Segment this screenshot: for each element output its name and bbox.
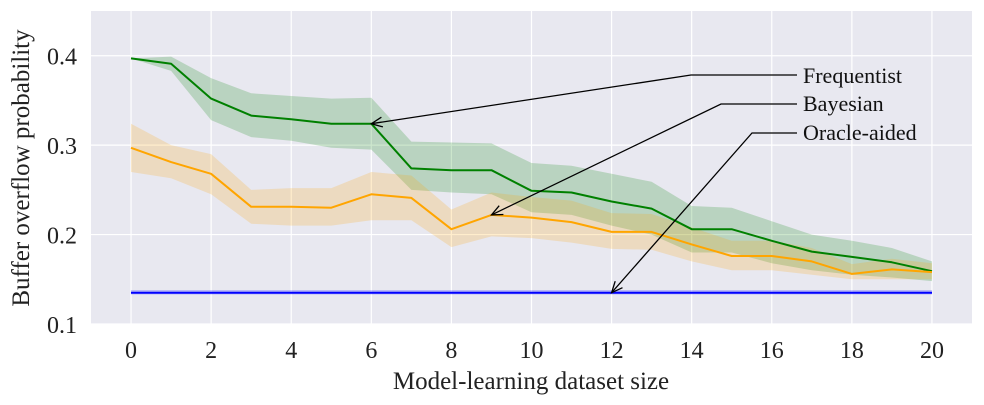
x-tick-label: 12 bbox=[600, 338, 624, 364]
annotation-frequentist-label: Frequentist bbox=[803, 63, 902, 88]
x-tick-label: 0 bbox=[125, 338, 137, 364]
y-tick-label: 0.2 bbox=[47, 224, 77, 250]
y-tick-label: 0.4 bbox=[47, 45, 77, 71]
x-tick-labels: 0 2 4 6 8 10 12 14 16 18 20 bbox=[125, 338, 944, 364]
x-tick-label: 20 bbox=[920, 338, 944, 364]
x-tick-label: 8 bbox=[445, 338, 457, 364]
annotations: Frequentist Bayesian Oracle-aided bbox=[369, 63, 917, 294]
y-tick-label: 0.3 bbox=[47, 134, 77, 160]
x-tick-label: 2 bbox=[205, 338, 217, 364]
y-tick-labels: 0.1 0.2 0.3 0.4 bbox=[47, 45, 77, 339]
bayesian-line bbox=[130, 146, 933, 275]
x-tick-label: 10 bbox=[520, 338, 544, 364]
x-tick-label: 18 bbox=[840, 338, 864, 364]
x-tick-label: 14 bbox=[680, 338, 704, 364]
annotation-bayesian-arrowhead bbox=[490, 205, 504, 216]
x-tick-label: 6 bbox=[365, 338, 377, 364]
annotation-frequentist-arrowhead bbox=[369, 116, 384, 128]
annotation-frequentist-arrow bbox=[371, 74, 797, 125]
frequentist-band bbox=[131, 56, 932, 282]
x-axis-label: Model-learning dataset size bbox=[393, 368, 669, 395]
y-axis-label: Buffer overflow probability bbox=[8, 29, 35, 307]
annotation-bayesian-arrow bbox=[491, 103, 797, 216]
annotation-oracle-aided-label: Oracle-aided bbox=[803, 120, 917, 145]
bayesian-band bbox=[131, 123, 932, 280]
series-lines bbox=[130, 57, 933, 294]
annotation-bayesian-label: Bayesian bbox=[803, 91, 884, 116]
annotation-oracle-aided-arrowhead bbox=[610, 281, 623, 294]
x-tick-label: 4 bbox=[285, 338, 297, 364]
annotation-oracle-aided-arrow bbox=[611, 132, 797, 294]
frequentist-line bbox=[130, 57, 933, 273]
y-tick-label: 0.1 bbox=[47, 313, 77, 339]
x-tick-label: 16 bbox=[760, 338, 784, 364]
